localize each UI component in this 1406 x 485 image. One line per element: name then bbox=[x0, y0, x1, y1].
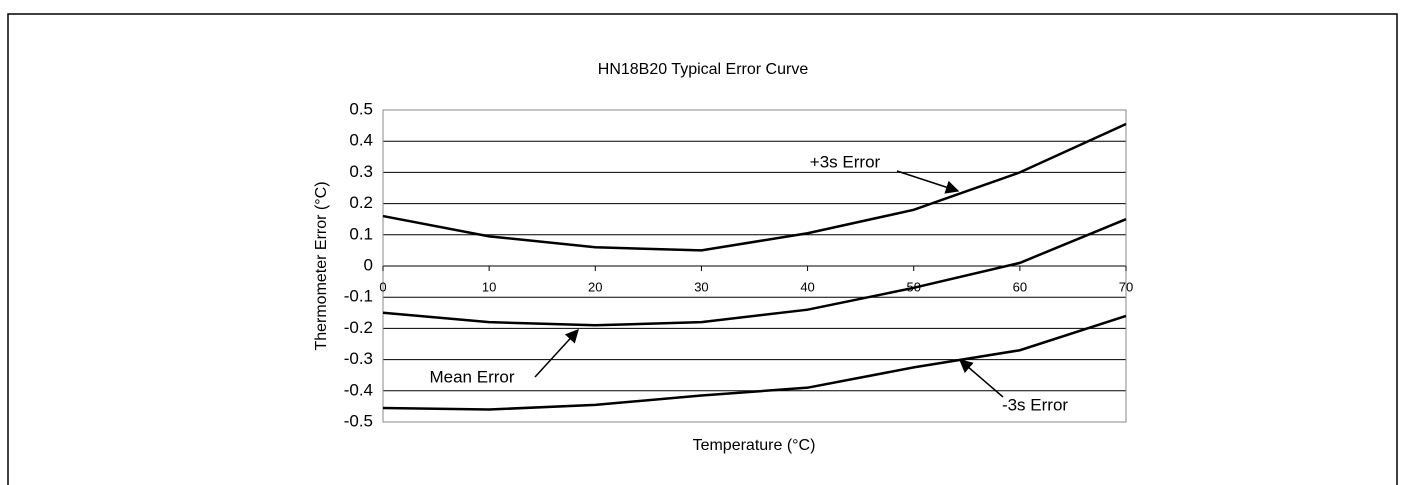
y-tick-label: -0.1 bbox=[344, 287, 373, 306]
series-line bbox=[382, 122, 1127, 252]
series-label: Mean Error bbox=[429, 367, 514, 386]
x-tick-label: 20 bbox=[588, 279, 602, 294]
y-tick-label: 0.2 bbox=[349, 193, 373, 212]
label-arrow bbox=[958, 359, 1004, 398]
chart-title: HN18B20 Typical Error Curve bbox=[598, 61, 809, 78]
series-label: -3s Error bbox=[1002, 395, 1068, 414]
x-axis-label: Temperature (°C) bbox=[693, 437, 816, 454]
series-label: +3s Error bbox=[810, 152, 881, 171]
series-line bbox=[382, 314, 1127, 411]
y-tick-label: -0.5 bbox=[344, 411, 373, 430]
y-tick-label: -0.3 bbox=[344, 349, 373, 368]
y-tick-label: -0.4 bbox=[344, 380, 373, 399]
y-tick-label: 0.4 bbox=[349, 131, 373, 150]
label-arrow bbox=[896, 170, 960, 194]
x-tick-label: 30 bbox=[694, 279, 708, 294]
frame bbox=[7, 13, 1398, 485]
x-tick-label: 10 bbox=[482, 279, 496, 294]
x-tick-label: 40 bbox=[800, 279, 814, 294]
x-tick-label: 60 bbox=[1013, 279, 1027, 294]
y-tick-label: 0.3 bbox=[349, 162, 373, 181]
x-tick-label: 0 bbox=[379, 279, 386, 294]
y-tick-label: 0 bbox=[364, 255, 373, 274]
y-axis-label: Thermometer Error (°C) bbox=[313, 181, 330, 350]
y-tick-label: 0.1 bbox=[349, 224, 373, 243]
y-tick-label: -0.2 bbox=[344, 318, 373, 337]
series-line bbox=[382, 218, 1127, 327]
x-tick-label: 70 bbox=[1119, 279, 1133, 294]
y-tick-label: 0.5 bbox=[349, 99, 373, 118]
label-arrow bbox=[534, 329, 579, 378]
